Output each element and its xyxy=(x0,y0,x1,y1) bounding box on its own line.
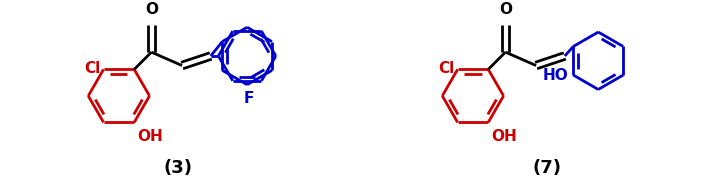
Text: O: O xyxy=(499,2,512,17)
Text: Cl: Cl xyxy=(438,61,455,76)
Text: Cl: Cl xyxy=(84,61,101,76)
Text: OH: OH xyxy=(491,129,517,144)
Text: O: O xyxy=(145,2,158,17)
Text: (3): (3) xyxy=(164,159,193,177)
Text: F: F xyxy=(244,91,255,106)
Text: OH: OH xyxy=(137,129,163,144)
Text: (7): (7) xyxy=(532,159,561,177)
Text: HO: HO xyxy=(543,68,569,83)
